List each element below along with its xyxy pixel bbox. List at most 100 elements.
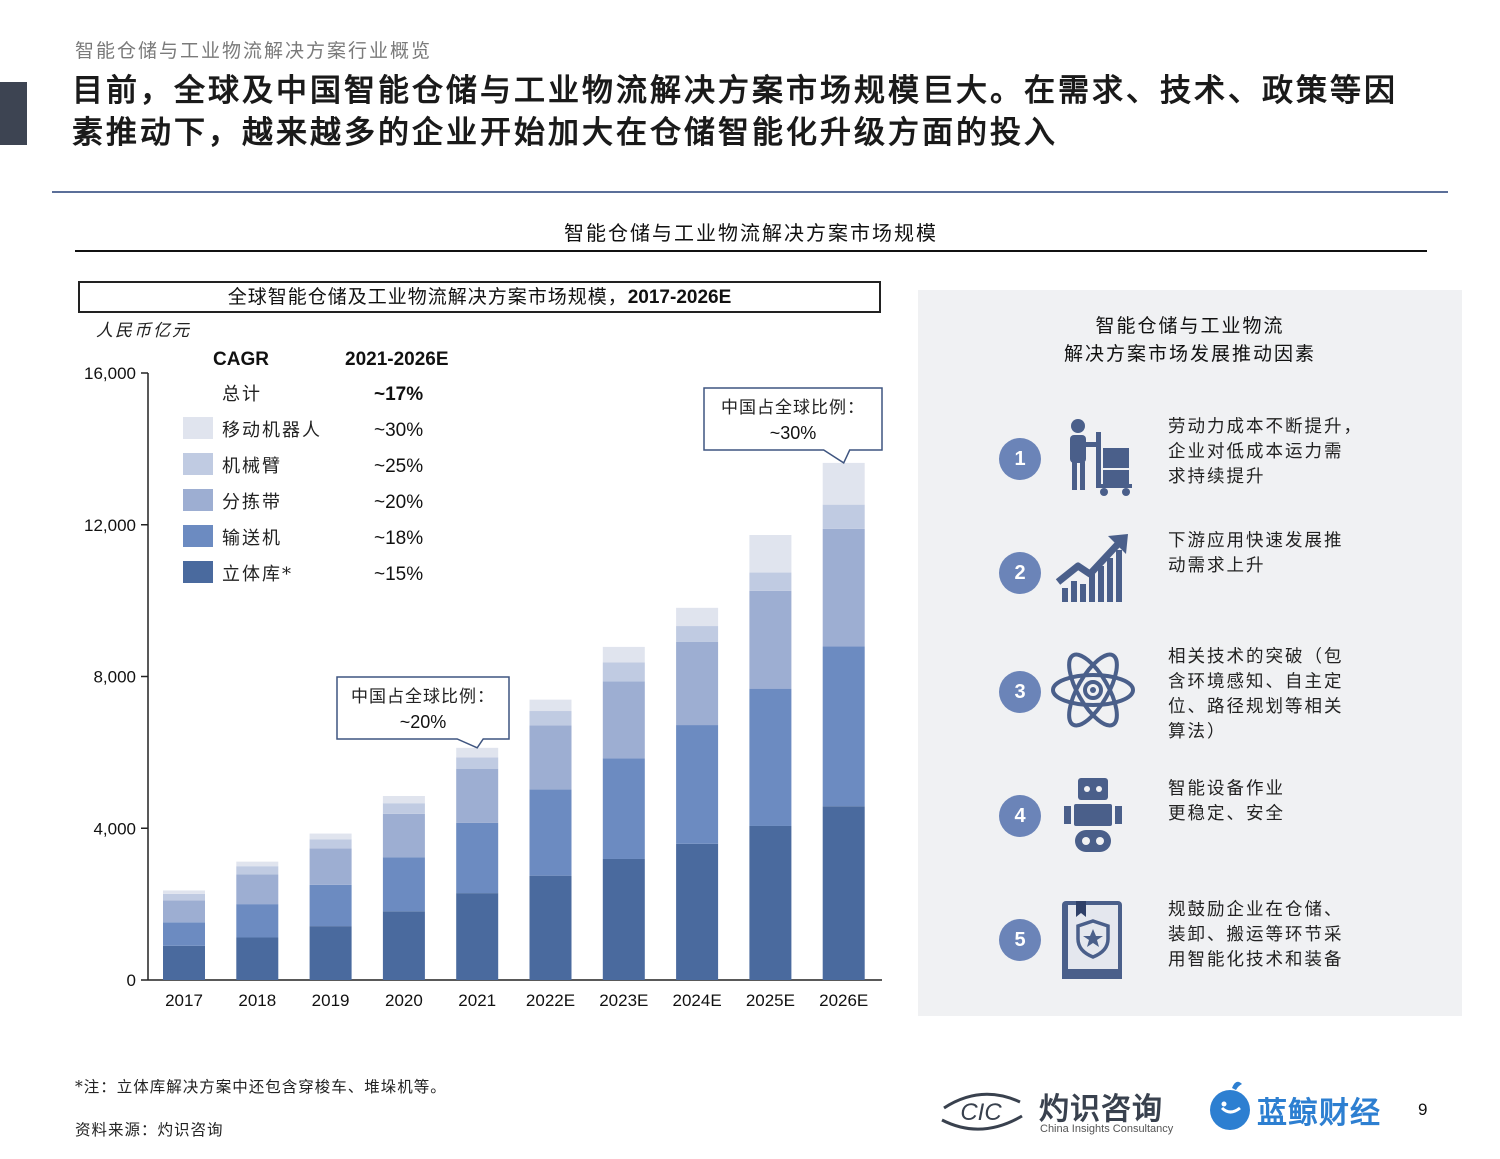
bar-segment (456, 893, 499, 980)
atom-icon (1051, 652, 1135, 728)
legend-swatch (183, 561, 213, 583)
y-tick-label: 12,000 (84, 516, 136, 535)
bar-segment (676, 843, 719, 980)
chart-title: 全球智能仓储及工业物流解决方案市场规模，2017-2026E (78, 281, 881, 313)
section-title: 智能仓储与工业物流解决方案市场规模 (564, 221, 938, 245)
legend-label: 移动机器人 (222, 420, 322, 441)
bar-segment (602, 662, 645, 682)
bar-segment (309, 884, 352, 927)
legend-label: 机械臂 (222, 456, 282, 477)
bar-segment (602, 858, 645, 980)
bar-segment (456, 822, 499, 894)
driver-text: 规鼓励企业在仓储、 装卸、搬运等环节采 用智能化技术和装备 (1168, 898, 1378, 973)
drivers-title: 智能仓储与工业物流 解决方案市场发展推动因素 (918, 312, 1462, 368)
legend-header-cagr: CAGR (213, 349, 269, 370)
driver-text-line: 企业对低成本运力需 (1168, 442, 1344, 462)
legend-cagr-value: ~17% (374, 384, 423, 405)
driver-text-line: 位、路径规划等相关 (1168, 697, 1344, 717)
bar-segment (822, 462, 865, 505)
drivers-panel: 智能仓储与工业物流 解决方案市场发展推动因素 1 劳动力成本不断提升， 企业对低… (918, 290, 1462, 1016)
bar-segment (456, 747, 499, 758)
header-divider (52, 191, 1448, 193)
x-tick-label: 2024E (673, 991, 722, 1010)
y-tick-label: 0 (127, 971, 136, 990)
legend-cagr-value: ~18% (374, 528, 423, 549)
bar-segment (456, 757, 499, 769)
headline-line-1: 目前，全球及中国智能仓储与工业物流解决方案市场规模巨大。在需求、技术、政策等因 (72, 73, 1398, 109)
page-title: 目前，全球及中国智能仓储与工业物流解决方案市场规模巨大。在需求、技术、政策等因 … (72, 70, 1452, 154)
policy-book-icon (1062, 901, 1122, 979)
driver-text: 下游应用快速发展推 动需求上升 (1168, 529, 1378, 579)
legend-cagr-value: ~25% (374, 456, 423, 477)
legend-cagr-value: ~20% (374, 492, 423, 513)
bar-segment (236, 866, 279, 875)
cic-logo: CIC (941, 1092, 1023, 1131)
breadcrumb: 智能仓储与工业物流解决方案行业概览 (75, 40, 433, 62)
bar-segment (382, 803, 425, 814)
y-tick-label: 16,000 (84, 364, 136, 383)
bar-segment (236, 904, 279, 938)
bar-segment (676, 641, 719, 726)
driver-text-line: 动需求上升 (1168, 556, 1266, 576)
section-divider (75, 250, 1427, 252)
driver-text-line: 更稳定、安全 (1168, 804, 1285, 824)
legend-swatch (183, 417, 213, 439)
x-tick-label: 2023E (599, 991, 648, 1010)
drivers-title-line-1: 智能仓储与工业物流 (1095, 315, 1285, 337)
driver-text-line: 劳动力成本不断提升， (1168, 417, 1363, 437)
bar-segment (749, 688, 792, 826)
driver-text: 相关技术的突破（包 含环境感知、自主定 位、路径规划等相关 算法） (1168, 645, 1378, 745)
brand-name: 灼识咨询 (1039, 1092, 1163, 1127)
legend-label: 立体库* (222, 564, 293, 585)
chart-title-years: 2017-2026E (627, 287, 732, 308)
bar-segment (382, 911, 425, 980)
legend-swatch (183, 489, 213, 511)
worker-cart-icon (1070, 419, 1132, 496)
bar-segment (529, 875, 572, 980)
bar-segment (163, 900, 205, 923)
driver-number: 2 (999, 552, 1041, 594)
driver-number: 4 (999, 795, 1041, 837)
callout-value: ~20% (400, 712, 447, 732)
headline-line-2: 素推动下，越来越多的企业开始加大在仓储智能化升级方面的投入 (72, 115, 1058, 151)
bar-segment (749, 534, 792, 573)
bar-segment (529, 789, 572, 876)
bar-segment (529, 711, 572, 726)
bar-segment (456, 768, 499, 823)
y-axis-unit: 人民币亿元 (96, 321, 191, 341)
callout-box (703, 387, 883, 465)
driver-text-line: 装卸、搬运等环节采 (1168, 925, 1344, 945)
legend-cagr-value: ~30% (374, 420, 423, 441)
driver-text-line: 相关技术的突破（包 (1168, 647, 1344, 667)
bar-segment (236, 874, 279, 905)
x-tick-label: 2021 (458, 991, 496, 1010)
drivers-title-line-2: 解决方案市场发展推动因素 (1063, 343, 1316, 365)
bar-segment (822, 528, 865, 647)
driver-number: 3 (999, 671, 1041, 713)
cic-logo-text: CIC (960, 1099, 1002, 1126)
driver-text: 智能设备作业 更稳定、安全 (1168, 777, 1378, 827)
bar-segment (749, 572, 792, 591)
bar-segment (163, 893, 205, 901)
bar-segment (676, 607, 719, 627)
bar-segment (529, 699, 572, 712)
page-number: 9 (1418, 1100, 1428, 1119)
bar-segment (602, 681, 645, 759)
footnote: *注：立体库解决方案中还包含穿梭车、堆垛机等。 (75, 1078, 447, 1096)
driver-text-line: 含环境感知、自主定 (1168, 672, 1344, 692)
x-tick-label: 2026E (819, 991, 868, 1010)
driver-text-line: 用智能化技术和装备 (1168, 950, 1344, 970)
bar-segment (382, 796, 425, 804)
whale-logo (1210, 1081, 1250, 1130)
brand-tagline: China Insights Consultancy (1040, 1123, 1174, 1135)
callout-value: ~30% (770, 423, 817, 443)
y-tick-label: 8,000 (93, 668, 136, 687)
bar-segment (749, 825, 792, 980)
callout-box (336, 676, 510, 749)
bar-segment (602, 758, 645, 859)
callout-label: 中国占全球比例： (721, 398, 865, 418)
x-tick-label: 2017 (165, 991, 203, 1010)
bar-segment (163, 922, 205, 946)
bar-segment (676, 725, 719, 844)
bar-segment (602, 646, 645, 663)
